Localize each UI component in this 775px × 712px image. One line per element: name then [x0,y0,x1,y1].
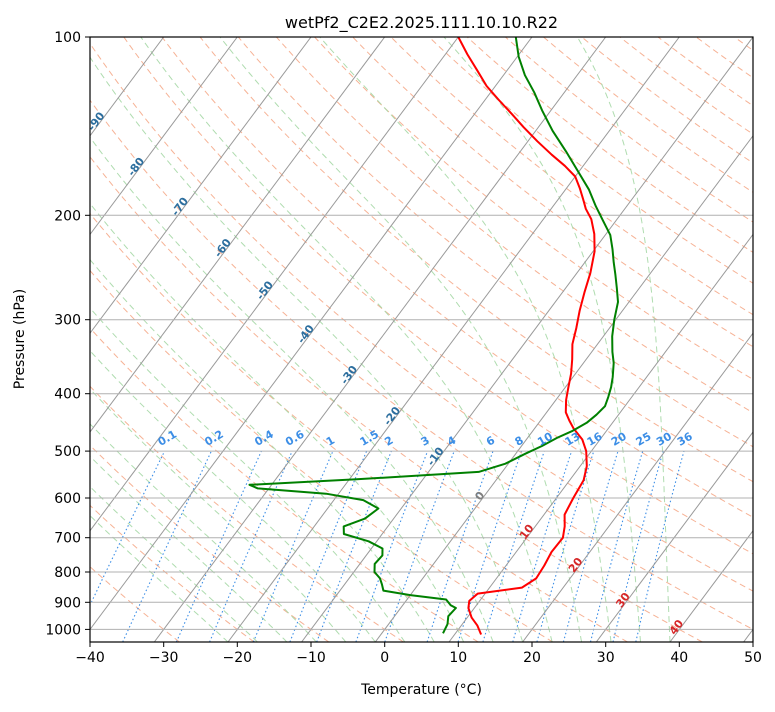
x-tick-label: 0 [380,650,389,666]
x-tick-label: 30 [597,650,615,666]
y-tick-label: 400 [54,387,81,403]
x-tick-label: −20 [223,650,253,666]
x-tick-label: 50 [744,650,762,666]
x-tick-label: 10 [449,650,467,666]
y-tick-label: 700 [54,531,81,547]
x-tick-label: 20 [523,650,541,666]
y-tick-label: 300 [54,313,81,329]
x-axis-label: Temperature (°C) [360,682,482,698]
x-tick-label: −30 [149,650,179,666]
x-tick-label: −10 [296,650,326,666]
x-tick-label: −40 [75,650,105,666]
x-tick-label: 40 [670,650,688,666]
y-tick-label: 100 [54,30,81,46]
y-tick-label: 200 [54,208,81,224]
y-axis-label: Pressure (hPa) [12,289,28,389]
y-tick-label: 900 [54,595,81,611]
chart-title: wetPf2_C2E2.2025.111.10.10.R22 [285,13,558,33]
y-tick-label: 800 [54,565,81,581]
y-tick-label: 600 [54,491,81,507]
y-tick-label: 500 [54,444,81,460]
y-tick-label: 1000 [45,622,81,638]
